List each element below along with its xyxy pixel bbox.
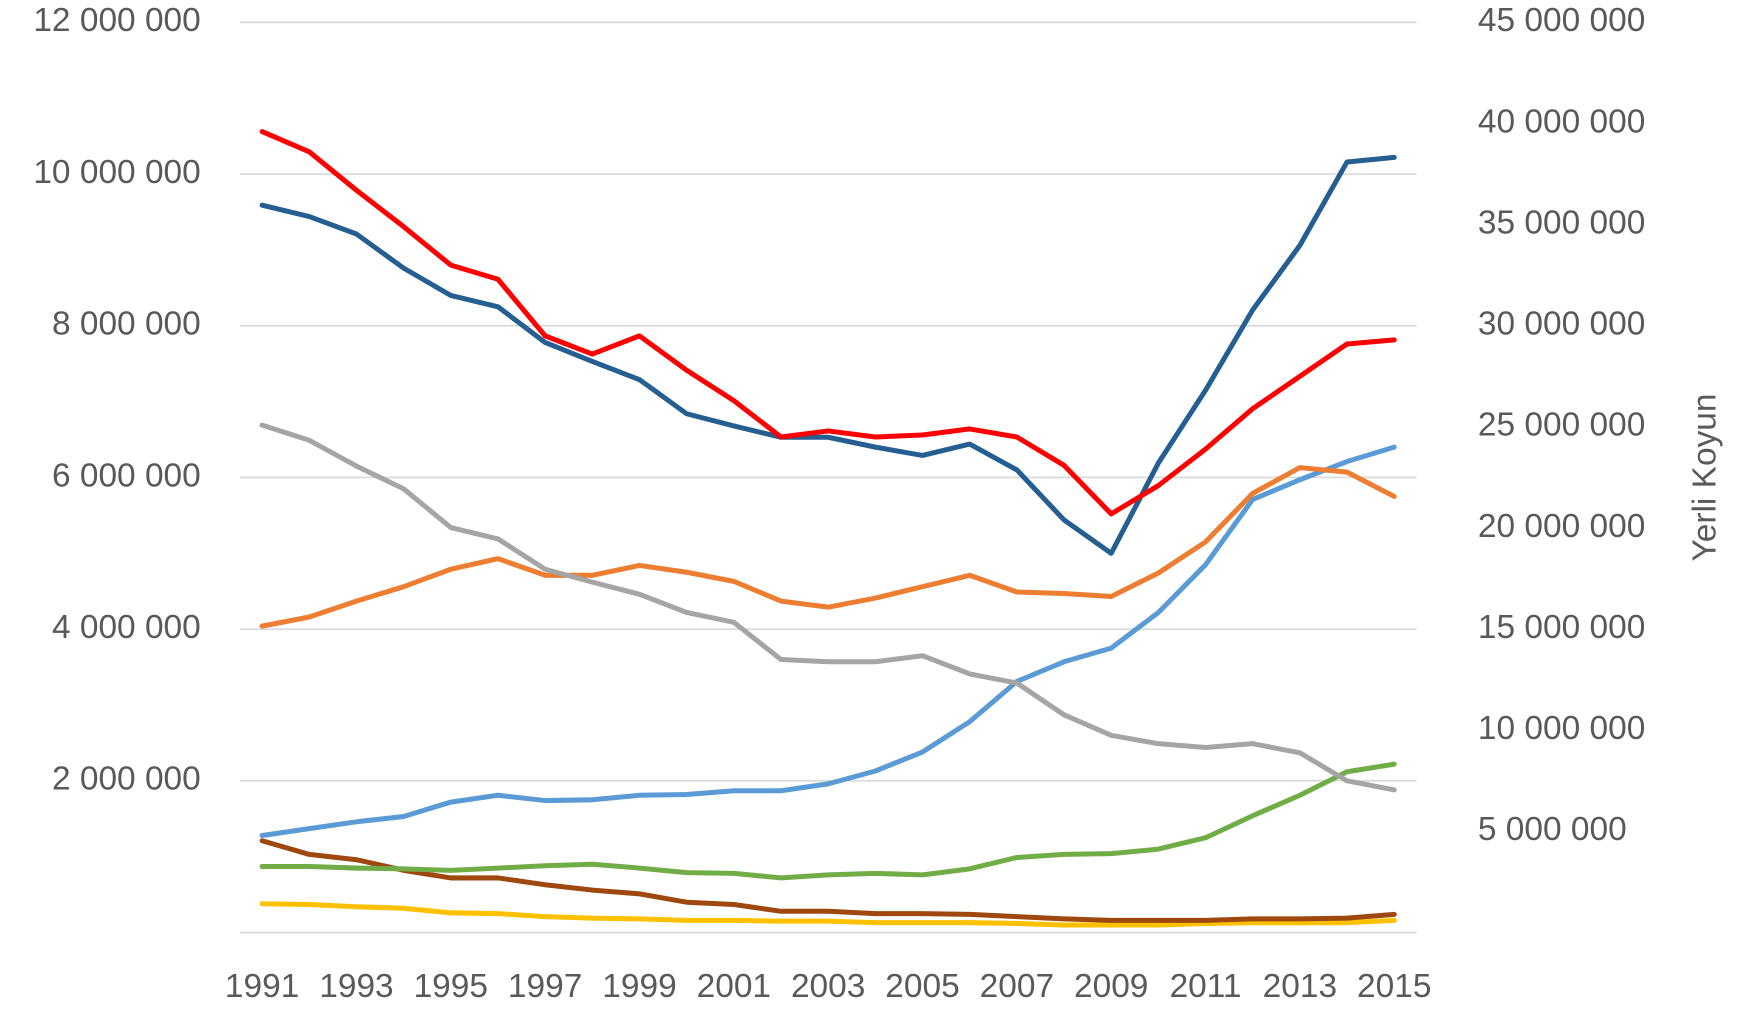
x-tick-label: 2005: [885, 968, 959, 1004]
series-line: [259, 129, 1397, 517]
y-tick-label: 4 000 000: [52, 609, 201, 646]
y2-tick-label: 40 000 000: [1478, 103, 1645, 140]
x-tick-label: 1999: [602, 968, 676, 1004]
y-tick-label: 8 000 000: [52, 306, 201, 343]
y-tick-label: 12 000 000: [33, 2, 200, 39]
y-tick-label: 2 000 000: [52, 761, 201, 798]
y2-tick-label: 10 000 000: [1478, 710, 1645, 747]
y2-tick-label: 35 000 000: [1478, 204, 1645, 241]
y2-tick-label: 20 000 000: [1478, 508, 1645, 545]
x-tick-label: 1993: [319, 968, 393, 1004]
series-line: [259, 761, 1397, 881]
series-line: [259, 444, 1397, 838]
y2-tick-label: 15 000 000: [1478, 609, 1645, 646]
y-tick-label: 10 000 000: [33, 154, 200, 191]
series-line: [259, 465, 1397, 629]
x-tick-label: 2013: [1263, 968, 1337, 1004]
x-tick-label: 2003: [791, 968, 865, 1004]
x-tick-label: 2001: [697, 968, 771, 1004]
x-tick-label: 2007: [980, 968, 1054, 1004]
x-tick-label: 1991: [225, 968, 299, 1004]
y2-tick-label: 25 000 000: [1478, 407, 1645, 444]
series-line: [259, 422, 1397, 793]
x-tick-label: 1995: [414, 968, 488, 1004]
y2-tick-label: 5 000 000: [1478, 811, 1627, 848]
y2-tick-label: 45 000 000: [1478, 2, 1645, 39]
y2-tick-label: 30 000 000: [1478, 306, 1645, 343]
y-tick-label: 6 000 000: [52, 457, 201, 494]
x-tick-label: 2011: [1170, 968, 1242, 1004]
series-line: [259, 901, 1397, 928]
series-line: [259, 154, 1397, 556]
x-tick-label: 1997: [508, 968, 582, 1004]
series-line: [259, 838, 1397, 923]
x-tick-label: 2015: [1357, 968, 1431, 1004]
x-tick-label: 2009: [1074, 968, 1148, 1004]
y2-axis-title: Yerli Koyun: [1686, 393, 1723, 561]
